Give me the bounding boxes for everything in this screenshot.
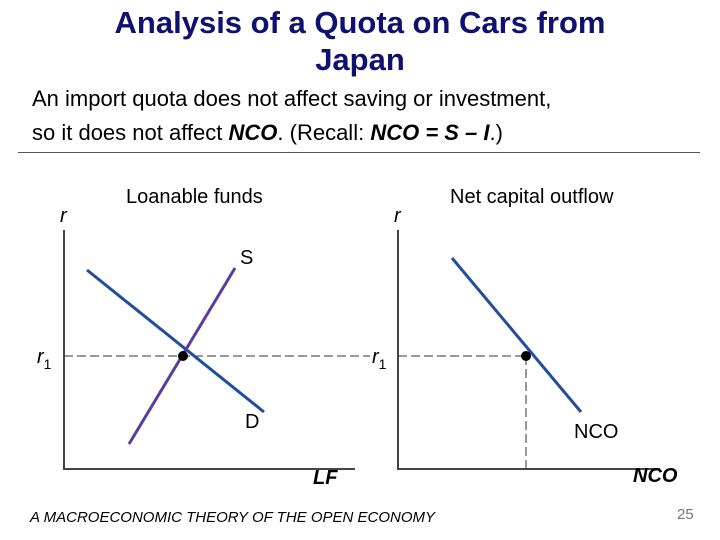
nco-y-axis-label: r — [394, 205, 402, 227]
demand-curve — [86, 268, 265, 414]
subtitle-text-a: so it does not affect — [32, 120, 229, 145]
nco-panel-title: Net capital outflow — [450, 186, 614, 208]
nco-rate-sub: 1 — [379, 356, 387, 372]
lf-y-axis-label: r — [60, 205, 68, 227]
nco-x-axis-label: NCO — [633, 465, 678, 487]
subtitle-line-2: so it does not affect NCO. (Recall: NCO … — [32, 116, 551, 150]
page-number: 25 — [677, 506, 694, 523]
lf-rate-label: r1 — [37, 346, 52, 372]
loanable-funds-title: Loanable funds — [126, 186, 263, 208]
lf-x-axis-label: LF — [313, 467, 338, 489]
nco-curve — [450, 257, 583, 413]
lf-rate-r: r — [37, 346, 45, 368]
lf-equilibrium-point — [178, 351, 188, 361]
nco-rate-r: r — [372, 346, 380, 368]
slide-subtitle: An import quota does not affect saving o… — [32, 82, 551, 150]
slide-title-line-2: Japan — [315, 42, 405, 77]
slide-title-line-1: Analysis of a Quota on Cars from — [114, 5, 606, 40]
slide-title: Analysis of a Quota on Cars from Japan — [0, 4, 720, 78]
demand-curve-label: D — [245, 411, 259, 433]
nco-curve-label: NCO — [574, 421, 618, 443]
nco-equilibrium-point — [521, 351, 531, 361]
divider-line — [18, 152, 700, 153]
subtitle-text-b: . (Recall: — [277, 120, 371, 145]
subtitle-nco: NCO — [228, 120, 278, 145]
nco-panel: Net capital outflow r NCO r1 NCO — [372, 186, 678, 487]
supply-curve-label: S — [240, 247, 253, 269]
subtitle-equation: NCO = S – I — [370, 120, 490, 145]
subtitle-text-c: .) — [489, 120, 503, 145]
slide-footer: A MACROECONOMIC THEORY OF THE OPEN ECONO… — [30, 509, 436, 526]
subtitle-line-1: An import quota does not affect saving o… — [32, 86, 552, 111]
lf-rate-sub: 1 — [44, 356, 52, 372]
nco-rate-label: r1 — [372, 346, 387, 372]
loanable-funds-panel: Loanable funds r LF r1 S D — [37, 186, 370, 489]
